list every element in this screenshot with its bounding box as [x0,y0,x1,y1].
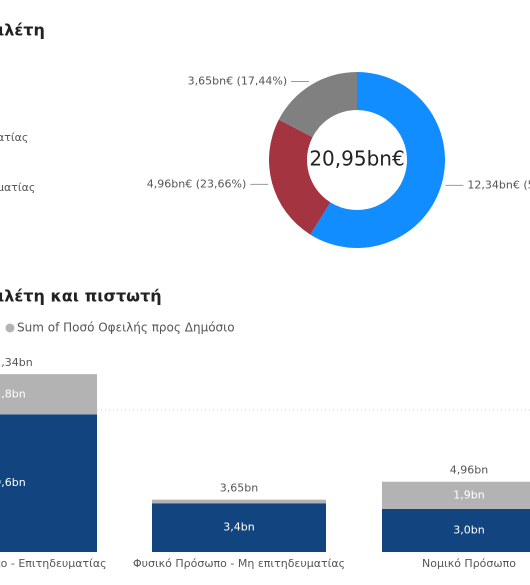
donut-slice [310,72,446,248]
bar-segment [0,374,97,415]
data-label: 1,9bn [453,488,484,501]
donut-slice [278,72,357,138]
bar-segment [0,414,97,552]
data-label: 2,8bn [0,387,26,400]
total-label: 12,34bn [0,356,33,369]
donut-slice [269,119,331,235]
bar-segment [152,499,326,504]
x-tick-label: Νομικό Πρόσωπο [422,557,516,570]
donut-title: ιλέτη [0,21,45,40]
center-label: 20,95bn€ [309,147,404,171]
x-tick-label: Φυσικό Πρόσωπο - Επιτηδευματίας [0,557,107,570]
total-label: 3,65bn [220,482,258,495]
bar-segment [382,508,530,552]
x-tick-label: Φυσικό Πρόσωπο - Μη επιτηδευματίας [133,557,345,570]
bar-title: ιλέτη και πιστωτή [0,287,162,306]
data-label: 9,6bn [0,476,26,489]
data-label: 3,0bn [453,523,484,536]
legend-item: ματίας [0,181,35,194]
bar-segment [152,503,326,552]
data-label: 3,65bn€ (17,44%) [188,74,287,87]
total-label: 4,96bn [450,464,488,477]
bar-segment [382,481,530,509]
legend-item: ατίας [0,131,28,144]
data-label: 12,34bn€ (58,90%) [467,178,530,191]
data-label: 3,4bn [223,521,254,534]
legend-item: Sum of Ποσό Οφειλής προς Δημόσιο [17,321,235,335]
data-label: 4,96bn€ (23,66%) [147,177,246,190]
legend-dot [5,323,15,333]
